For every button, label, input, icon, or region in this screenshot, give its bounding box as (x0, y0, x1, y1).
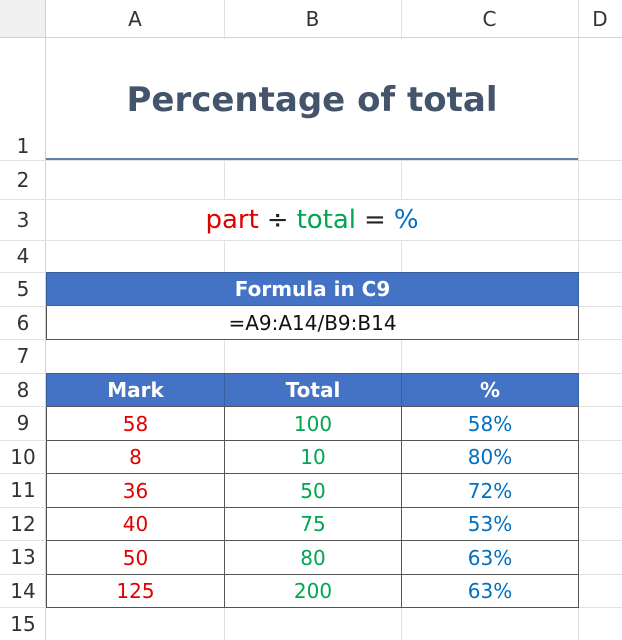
table-cell: 100 (224, 406, 402, 441)
title-bg (47, 39, 578, 159)
table-cell: 72% (401, 473, 579, 508)
row-header: 10 (10, 444, 36, 469)
table-cell: 8 (46, 440, 225, 474)
grid-line (0, 199, 622, 200)
table-cell: 36 (46, 473, 225, 508)
table-header: % (401, 373, 579, 407)
row-header: 1 (16, 134, 30, 158)
equation-part: = (364, 204, 386, 235)
row-header: 8 (16, 377, 30, 402)
table-cell: 40 (46, 507, 225, 541)
row-header: 12 (10, 511, 36, 536)
column-header: C (482, 7, 497, 31)
equation-part: % (393, 204, 419, 235)
grid-line (0, 240, 622, 241)
row-header: 3 (16, 207, 30, 232)
table-cell: 50 (46, 540, 225, 575)
table-cell: 58 (46, 406, 225, 441)
table-cell: 80 (224, 540, 402, 575)
equation: part ÷ total =% (46, 199, 578, 240)
row-header: 5 (16, 277, 30, 301)
row-header: 7 (16, 344, 30, 368)
row-header: 2 (16, 167, 30, 192)
formula-header: Formula in C9 (46, 272, 579, 306)
row-header: 15 (10, 611, 36, 636)
table-header: Total (224, 373, 402, 407)
equation-bg (47, 200, 578, 240)
table-cell: 58% (401, 406, 579, 441)
table-cell: 75 (224, 507, 402, 541)
title: Percentage of total (126, 80, 498, 120)
column-header: B (305, 7, 320, 31)
table-cell: 63% (401, 540, 579, 575)
table-cell: 63% (401, 574, 579, 608)
row-header: 13 (10, 545, 36, 569)
equation-part: total (296, 204, 357, 235)
row-header: 9 (16, 411, 30, 435)
grid-line (0, 160, 622, 161)
table-cell: 50 (224, 473, 402, 508)
column-header: D (592, 7, 608, 31)
row-header: 4 (16, 244, 30, 268)
row-header: 14 (10, 578, 36, 603)
table-cell: 125 (46, 574, 225, 608)
table-cell: 53% (401, 507, 579, 541)
title-underline (46, 158, 578, 160)
corner (0, 0, 46, 38)
column-header: A (128, 7, 142, 31)
table-cell: 10 (224, 440, 402, 474)
row-header: 6 (16, 310, 30, 335)
formula: =A9:A14/B9:B14 (46, 306, 579, 340)
table-cell: 80% (401, 440, 579, 474)
column-header-bar (0, 0, 622, 38)
table-cell: 200 (224, 574, 402, 608)
equation-part: ÷ (266, 204, 289, 235)
row-header: 11 (10, 478, 36, 502)
table-header: Mark (46, 373, 225, 407)
equation-part: part (205, 204, 259, 235)
